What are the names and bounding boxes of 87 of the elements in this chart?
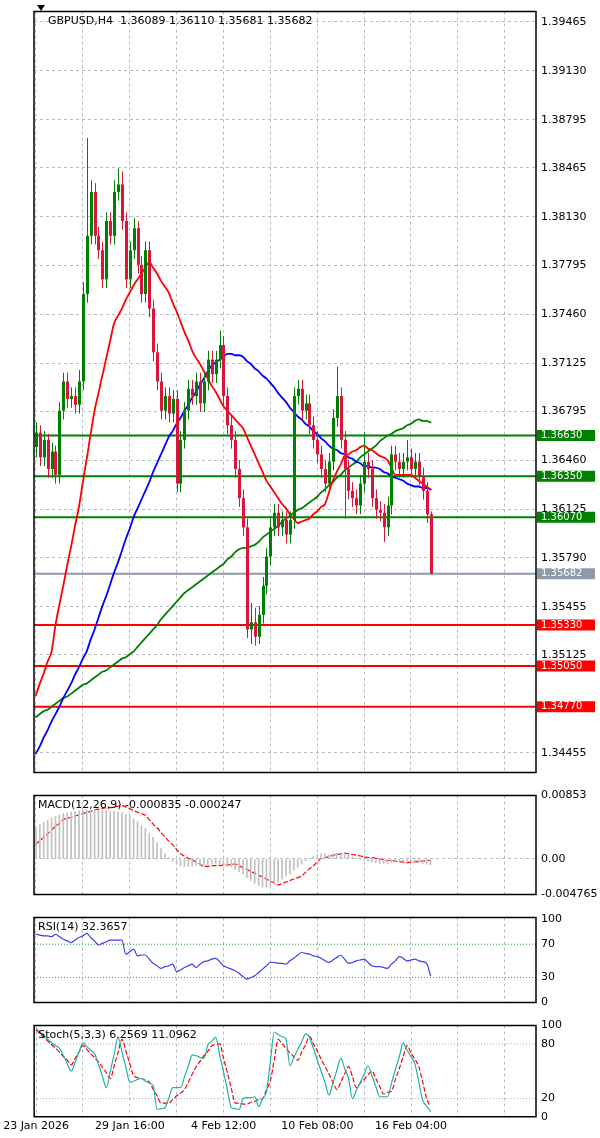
y-tick-label: -0.004765 <box>541 887 598 901</box>
candlestick <box>426 481 429 524</box>
x-tick-label: 16 Feb 04:00 <box>374 1119 448 1133</box>
x-tick-label: 23 Jan 2026 <box>3 1119 70 1133</box>
candlestick <box>250 602 253 645</box>
y-tick-label: 80 <box>541 1036 555 1050</box>
candlestick <box>207 350 210 391</box>
y-tick-label: 1.39130 <box>541 63 587 77</box>
candlestick <box>187 379 190 420</box>
y-tick-label: 1.37125 <box>541 356 587 370</box>
chart-title: MACD(12,26,9) -0.000835 -0.000247 <box>38 797 242 811</box>
ref-line-label: 1.34770 <box>541 700 583 712</box>
candlestick <box>324 459 327 493</box>
candlestick <box>168 386 171 423</box>
x-tick-label: 29 Jan 16:00 <box>95 1119 165 1133</box>
candlestick <box>199 372 202 413</box>
ref-line-label: 1.36630 <box>541 429 583 441</box>
candlestick <box>195 372 198 406</box>
candlestick <box>379 500 382 523</box>
candlestick <box>301 379 304 420</box>
y-tick-label: 1.36460 <box>541 453 587 467</box>
candlestick <box>351 481 354 508</box>
candlestick <box>172 389 175 423</box>
y-tick-label: 0 <box>541 995 548 1009</box>
candlestick <box>78 369 81 415</box>
candlestick <box>312 416 315 450</box>
y-tick-label: 20 <box>541 1091 555 1105</box>
candlestick <box>394 445 397 471</box>
x-tick-label: 4 Feb 12:00 <box>190 1119 257 1133</box>
ref-line-label: 1.35050 <box>541 659 583 671</box>
y-tick-label: 1.35125 <box>541 647 587 661</box>
candlestick <box>230 416 233 450</box>
candlestick <box>203 372 206 413</box>
candlestick <box>133 217 136 260</box>
candlestick <box>422 467 425 501</box>
y-tick-label: 1.35455 <box>541 599 587 613</box>
y-tick-label: 1.37460 <box>541 307 587 321</box>
candlestick <box>66 372 69 409</box>
y-tick-label: 1.38465 <box>541 160 587 174</box>
candlestick <box>375 488 378 520</box>
y-tick-label: 1.36795 <box>541 404 587 418</box>
candlestick <box>305 394 308 420</box>
y-tick-label: 1.38795 <box>541 112 587 126</box>
candlestick <box>215 350 218 384</box>
line-series <box>35 932 432 980</box>
candlestick <box>383 503 386 543</box>
candlestick <box>285 510 288 544</box>
candlestick <box>74 386 77 415</box>
candlestick <box>258 605 261 645</box>
ref-line-label: 1.36350 <box>541 469 583 481</box>
y-tick-label: 0.00 <box>541 851 566 865</box>
candlestick <box>211 350 214 384</box>
y-tick-label: 0.00853 <box>541 788 587 802</box>
candlestick <box>70 386 73 409</box>
y-tick-label: 1.35790 <box>541 550 587 564</box>
y-tick-label: 1.39465 <box>541 14 587 28</box>
candlestick <box>410 448 413 479</box>
y-tick-label: 100 <box>541 912 562 926</box>
ref-line-label: 1.35682 <box>541 567 583 579</box>
candlestick <box>54 445 57 485</box>
y-tick-label: 70 <box>541 937 555 951</box>
chart-title: RSI(14) 32.3657 <box>38 919 128 933</box>
candlestick <box>367 452 370 479</box>
candlestick <box>418 452 421 486</box>
ref-line-label: 1.35330 <box>541 618 583 630</box>
y-tick-label: 1.38130 <box>541 209 587 223</box>
y-tick-label: 0 <box>541 1109 548 1123</box>
chart-title: GBPUSD,H4 1.36089 1.36110 1.35681 1.35682 <box>48 13 313 27</box>
candlestick <box>164 386 167 420</box>
candlestick <box>355 488 358 515</box>
candlestick <box>406 439 409 471</box>
y-tick-label: 1.34455 <box>541 745 587 759</box>
candlestick <box>320 445 323 479</box>
y-tick-label: 100 <box>541 1018 562 1032</box>
candlestick <box>316 430 319 464</box>
candlestick <box>336 366 339 428</box>
candlestick <box>117 168 120 202</box>
candlestick <box>398 452 401 479</box>
candlestick <box>254 607 257 646</box>
y-tick-label: 1.37795 <box>541 258 587 272</box>
candlestick <box>297 379 300 406</box>
candlestick <box>109 211 112 245</box>
candlestick <box>219 329 222 369</box>
candlestick <box>277 503 280 537</box>
x-tick-label: 10 Feb 08:00 <box>281 1119 354 1133</box>
y-tick-label: 30 <box>541 970 555 984</box>
candlestick <box>191 379 194 406</box>
